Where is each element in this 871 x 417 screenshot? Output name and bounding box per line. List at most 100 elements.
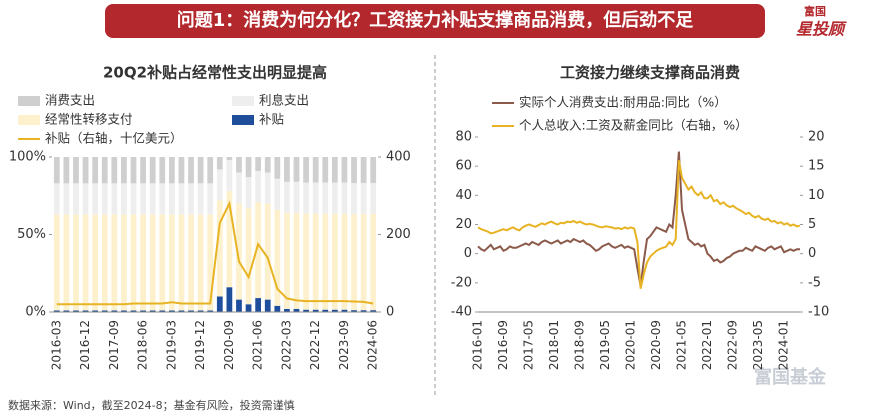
bar-segment [149, 183, 156, 215]
bar-segment [274, 157, 281, 179]
bar-segment [322, 182, 329, 214]
bar-segment [130, 183, 137, 215]
bar-segment [168, 183, 175, 215]
bar-segment [130, 310, 137, 312]
bar-segment [63, 214, 70, 311]
bar-segment [111, 310, 118, 312]
bar-segment [168, 214, 175, 311]
bar-segment [351, 214, 357, 311]
x-tick-label: 2023-09 [337, 320, 351, 370]
x-tick-label: 2022-12 [308, 320, 322, 370]
x-tick-label: 2016-09 [496, 320, 510, 370]
bar-segment [293, 181, 300, 213]
y-tick-label: 0 [464, 246, 472, 261]
x-tick-label: 2018-01 [547, 320, 561, 370]
x-tick-label: 2023-05 [751, 320, 765, 370]
bar-segment [101, 310, 108, 312]
y2-tick-label: 15 [808, 159, 825, 174]
bar-segment [121, 214, 127, 311]
footer-source: 数据来源：Wind，截至2024-8；基金有风险，投资需谨慎 [8, 398, 295, 412]
bar-segment [207, 214, 214, 311]
y-tick-label: 40 [455, 188, 472, 203]
bar-segment [351, 183, 357, 215]
bar-segment [351, 157, 357, 184]
x-tick-label: 2020-01 [624, 320, 638, 370]
bar-segment [331, 182, 338, 214]
bar-segment [370, 183, 377, 215]
bar-segment [284, 212, 290, 309]
logo-top: 富国 [804, 4, 826, 18]
bar-segment [53, 310, 60, 312]
y2-tick-label: 20 [808, 130, 825, 145]
y2-tick-label: 5 [808, 217, 816, 232]
bar-segment [331, 309, 338, 312]
x-tick-label: 2020-09 [649, 320, 663, 370]
bar-segment [92, 183, 99, 215]
y2-tick-label: 0 [808, 246, 816, 261]
legend-label: 补贴 [259, 112, 284, 127]
bar-segment [255, 201, 262, 299]
bar-segment [360, 157, 367, 184]
bar-segment [264, 157, 271, 173]
line-series [56, 200, 374, 306]
bar-segment [188, 214, 194, 311]
bar-segment [264, 299, 271, 312]
bar-segment [341, 213, 348, 310]
legend-label: 利息支出 [259, 93, 309, 108]
title-banner [105, 4, 765, 38]
legend-label: 实际个人消费支出:耐用品:同比（%） [519, 95, 727, 110]
bar-segment [312, 182, 319, 214]
x-tick-label: 2024-01 [777, 320, 791, 370]
chart-title: 20Q2补贴占经常性支出明显提高 [103, 64, 327, 82]
x-tick-label: 2019-12 [193, 320, 207, 370]
bar-segment [370, 157, 377, 184]
bar-segment [245, 177, 252, 209]
bar-segment [322, 213, 329, 310]
bar-segment [245, 157, 252, 178]
bar-segment [149, 157, 156, 184]
y2-tick-label: -5 [808, 275, 821, 290]
chart-title: 工资接力继续支撑商品消费 [560, 64, 740, 82]
bar-segment [188, 310, 194, 312]
y-tick-label: 20 [455, 217, 472, 232]
x-tick-label: 2022-01 [700, 320, 714, 370]
x-tick-label: 2019-03 [164, 320, 178, 370]
legend-swatch [18, 115, 40, 125]
bar-segment [178, 157, 185, 184]
x-tick-label: 2022-09 [726, 320, 740, 370]
bar-segment [216, 157, 223, 170]
legend-swatch [232, 115, 254, 125]
bar-segment [140, 157, 146, 184]
bar-segment [197, 214, 204, 311]
bar-segment [159, 310, 166, 312]
bar-segment [236, 157, 242, 173]
bar-segment [360, 183, 367, 215]
bar-segment [73, 157, 79, 184]
bar-segment [73, 310, 79, 312]
bar-segment [149, 310, 156, 312]
page-title: 问题1：消费为何分化？工资接力补贴支撑商品消费，但后劲不足 [177, 9, 694, 31]
bar-segment [226, 191, 233, 288]
x-tick-label: 2016-12 [78, 320, 92, 370]
x-tick-label: 2024-06 [366, 320, 380, 370]
y2-tick-label: 10 [808, 188, 825, 203]
bar-segment [303, 182, 309, 214]
bar-segment [82, 157, 89, 184]
y-tick-label: 0% [25, 305, 46, 320]
bar-segment [188, 183, 194, 215]
x-tick-label: 2020-09 [222, 320, 236, 370]
x-tick-label: 2022-03 [279, 320, 293, 370]
y2-tick-label: 0 [386, 305, 394, 320]
bar-segment [236, 299, 242, 312]
x-tick-label: 2021-06 [251, 320, 265, 370]
x-tick-label: 2017-05 [522, 320, 536, 370]
legend-swatch [232, 96, 254, 106]
bar-segment [149, 214, 156, 311]
y-tick-label: -20 [451, 275, 472, 290]
bar-segment [82, 214, 89, 311]
y2-tick-label: 400 [386, 150, 411, 165]
bar-segment [216, 200, 223, 297]
bar-segment [331, 157, 338, 183]
watermark: 富国基金 [754, 366, 827, 388]
